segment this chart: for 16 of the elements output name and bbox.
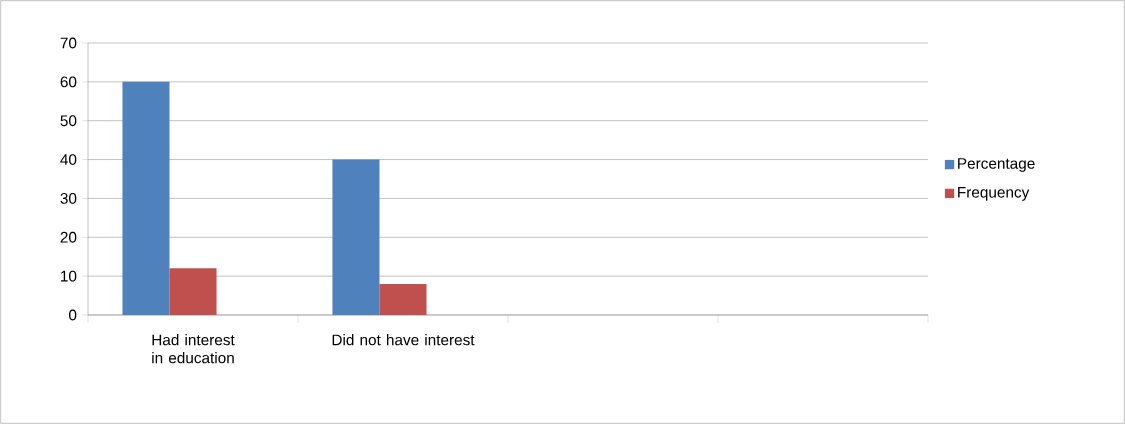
x-tick-label: Had interest in education xyxy=(152,334,235,364)
legend-label: Frequency xyxy=(958,187,1030,201)
y-tick-label: 70 xyxy=(60,37,77,49)
bar xyxy=(379,283,427,315)
legend-label: Percentage xyxy=(958,158,1035,172)
y-tick-label: 50 xyxy=(60,115,77,127)
y-tick-label: 20 xyxy=(60,231,77,243)
y-tick-label: 0 xyxy=(69,309,77,321)
y-tick-label: 10 xyxy=(61,270,77,282)
y-tick-label: 60 xyxy=(60,76,77,88)
y-tick-label: 40 xyxy=(60,154,77,165)
bar xyxy=(122,81,170,315)
y-tick-label: 30 xyxy=(60,192,77,204)
bar xyxy=(332,159,380,315)
x-tick-label: Did not have interest xyxy=(332,334,475,346)
bar xyxy=(169,268,217,315)
